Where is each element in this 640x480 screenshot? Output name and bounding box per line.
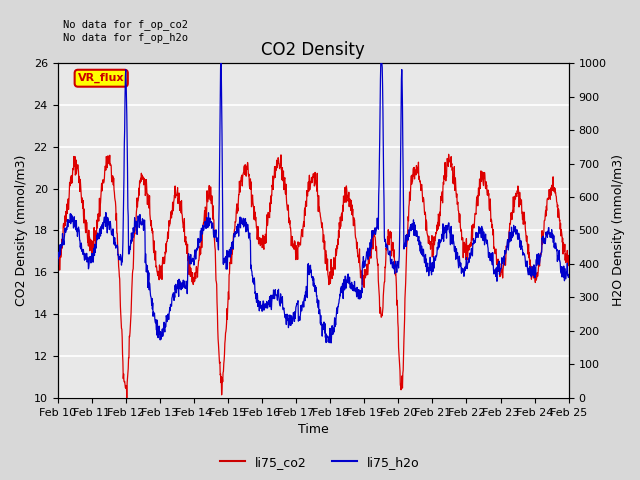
Y-axis label: H2O Density (mmol/m3): H2O Density (mmol/m3)	[612, 155, 625, 307]
Text: No data for f_op_co2
No data for f_op_h2o: No data for f_op_co2 No data for f_op_h2…	[63, 20, 188, 43]
Text: VR_flux: VR_flux	[78, 73, 124, 84]
Title: CO2 Density: CO2 Density	[261, 41, 365, 59]
Y-axis label: CO2 Density (mmol/m3): CO2 Density (mmol/m3)	[15, 155, 28, 306]
Legend: li75_co2, li75_h2o: li75_co2, li75_h2o	[215, 451, 425, 474]
X-axis label: Time: Time	[298, 423, 328, 436]
